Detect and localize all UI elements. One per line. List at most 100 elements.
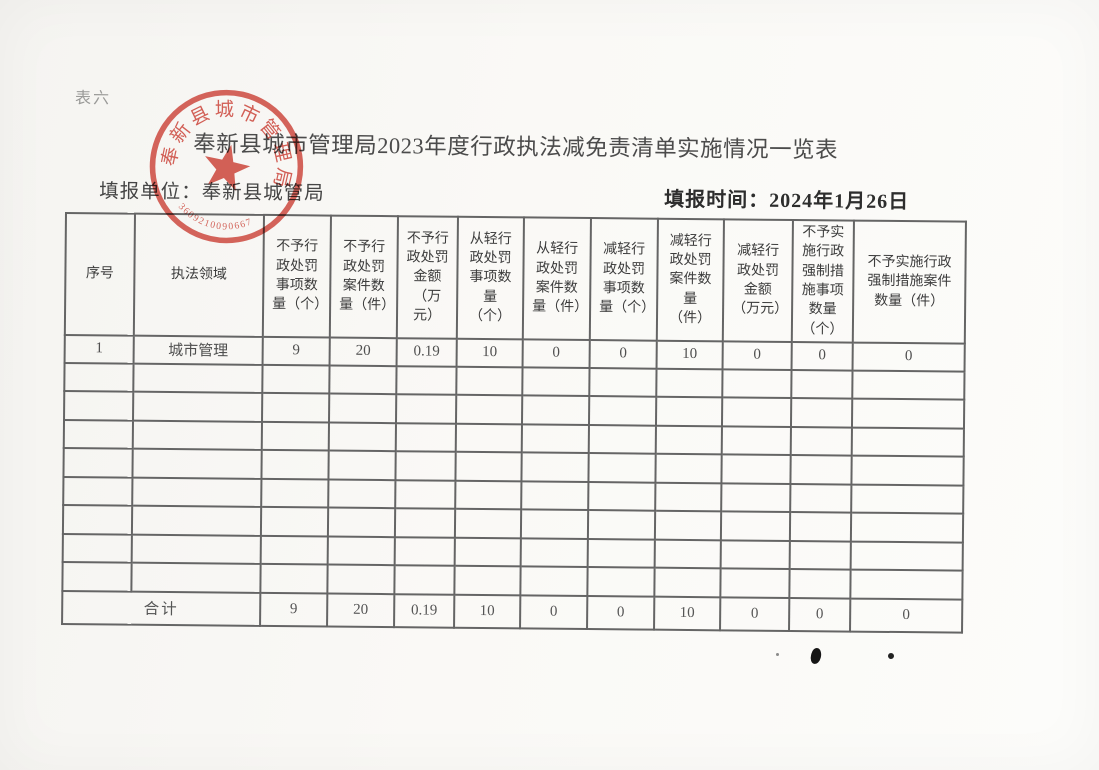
table-cell: 城市管理 [133,335,263,365]
table-cell [62,562,132,592]
table-cell: 10 [654,596,721,631]
table-cell [587,567,655,597]
table-cell [522,367,590,397]
table-cell [132,420,263,451]
table-cell [327,507,396,538]
table-cell: 0 [852,342,965,372]
table-cell [720,540,790,570]
form-number-label: 表六 [75,90,112,108]
table-cell [654,539,721,569]
table-cell [588,424,656,455]
table-cell [521,424,589,454]
table-cell [456,366,523,396]
column-header: 从轻行政处罚事项数量（个） [456,216,524,340]
table-cell [654,511,722,541]
seal-ring [149,89,304,244]
table-cell [722,369,792,399]
table-cell [851,398,965,429]
table-cell [395,394,457,424]
table-cell [261,478,329,508]
table-cell [63,448,133,478]
table-cell [329,393,397,424]
ink-speck [888,653,894,659]
column-header: 从轻行政处罚案件数量（件） [522,217,591,340]
table-cell [587,510,656,540]
table-cell [850,512,964,543]
table-cell [520,566,588,596]
table-cell [789,569,851,599]
official-seal-stamp: 奉新县城市管理局 3609210090667 [149,85,306,244]
table-cell [64,391,134,421]
table-cell [262,364,330,394]
table-cell [327,536,395,566]
table-cell [62,533,132,564]
table-cell [721,454,791,484]
table-cell [454,509,522,539]
table-cell [521,452,589,482]
table-cell [587,538,655,569]
column-header: 不予实施行政强制措施事项数量（个） [791,219,854,343]
table-cell [789,540,851,570]
table-cell [395,423,456,453]
table-cell [454,537,521,567]
table-cell [261,421,330,451]
table-cell: 0 [850,598,963,633]
table-cell [851,455,964,486]
table-cell [655,454,722,484]
total-label: 合计 [62,590,261,626]
column-header: 减轻行政处罚案件数量（件） [656,218,724,342]
table-cell [851,427,964,458]
table-cell [454,566,521,596]
svg-text:3609210090667: 3609210090667 [173,200,256,240]
table-cell [656,368,723,398]
table-cell [131,534,261,565]
table-cell [131,563,261,593]
table-cell: 9 [260,592,328,627]
table-cell: 10 [456,338,523,368]
table-cell: 0 [791,341,853,371]
table-cell: 20 [327,593,395,628]
table-cell [790,455,852,485]
table-cell [521,481,589,511]
table-cell [851,484,964,515]
table-cell [133,392,263,422]
table-cell: 0.19 [394,594,455,628]
table-cell: 0 [789,597,851,632]
table-cell [588,481,656,512]
table-cell [455,395,523,425]
table-cell: 1 [64,334,134,364]
table-cell [791,369,853,399]
table-cell [131,506,262,536]
column-header: 不予行政处罚案件数量（件） [329,215,398,339]
table-cell [132,477,262,508]
table-cell [850,569,963,600]
table-cell [655,482,722,512]
table-cell [721,397,792,427]
table-cell [720,511,791,541]
table-cell [588,453,656,483]
table-cell [455,480,522,510]
table-cell [521,395,590,425]
column-header: 不予行政处罚金额（万元） [396,216,458,339]
table-cell [396,366,457,396]
table-cell: 10 [454,594,521,629]
table-cell [328,479,396,509]
table-cell [260,535,328,565]
table-cell [63,476,133,507]
reporting-date-value: 2024年1月26日 [769,189,910,214]
star-icon [205,144,251,191]
table-cell [394,537,455,567]
table-cell [520,538,588,568]
table-cell [394,508,456,538]
table-cell [328,450,396,481]
table-cell: 0 [520,595,588,629]
table-cell [455,423,522,453]
table-cell: 10 [656,340,723,370]
table-cell [261,450,329,480]
table-cell [720,568,790,598]
table-cell: 0 [522,339,590,368]
table-cell [133,363,263,394]
table-cell [63,419,134,450]
table-cell [328,422,396,452]
